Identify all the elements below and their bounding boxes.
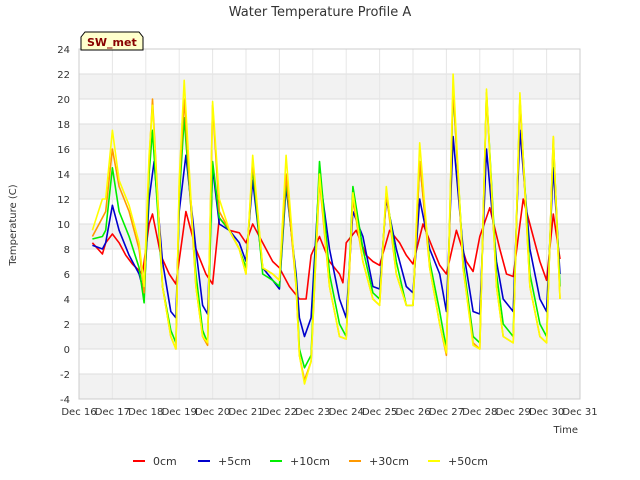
y-tick-label: 12 [57,195,70,206]
x-tick-label: Dec 30 [529,407,564,418]
station-annotation: SW_met [80,31,144,51]
legend-item: +30cm [349,455,409,468]
legend-item: +50cm [428,455,488,468]
x-tick-label: Dec 17 [95,407,130,418]
x-tick-label: Dec 26 [395,407,430,418]
y-tick-label: 14 [57,170,70,181]
y-tick-label: 10 [57,220,70,231]
plot-area [78,48,581,400]
background-band [79,324,580,349]
x-tick-label: Dec 16 [61,407,96,418]
y-tick-label: 20 [57,95,70,106]
chart-title: Water Temperature Profile A [229,5,412,20]
background-band [79,174,580,199]
y-tick-label: 24 [57,45,70,56]
series-line-5cm [92,129,561,338]
station-annotation-box [80,31,144,51]
x-tick-label: Dec 25 [362,407,397,418]
y-tick-label: 0 [64,345,70,356]
x-tick-label: Dec 27 [429,407,464,418]
background-band [79,74,580,99]
series-lines [91,73,561,385]
legend: 0cm +5cm +10cm +30cm +50cm [133,455,488,468]
y-tick-label: 2 [64,320,70,331]
legend-label: 0cm [153,455,177,468]
legend-label: +50cm [448,455,488,468]
y-axis-label: Temperature (C) [8,184,19,266]
x-tick-label: Dec 20 [195,407,230,418]
x-tick-label: Dec 19 [162,407,197,418]
background-band [79,124,580,149]
y-tick-label: 4 [64,295,70,306]
legend-item: +10cm [270,455,330,468]
y-tick-label: 6 [64,270,70,281]
legend-label: +10cm [290,455,330,468]
series-line-50cm [91,73,561,385]
x-axis-label: Time [553,425,578,436]
station-annotation-label: SW_met [87,36,137,49]
plot-background-bands [79,74,580,399]
grid-lines [78,48,581,400]
legend-item: +5cm [198,455,251,468]
x-tick-label: Dec 21 [228,407,263,418]
y-tick-label: 22 [57,70,70,81]
x-tick-label: Dec 28 [462,407,497,418]
x-tick-label: Dec 29 [496,407,531,418]
y-tick-label: 16 [57,145,70,156]
x-tick-label: Dec 23 [295,407,330,418]
legend-label: +5cm [218,455,251,468]
y-tick-label: 18 [57,120,70,131]
y-tick-label: 8 [64,245,70,256]
x-tick-label: Dec 18 [128,407,163,418]
background-band [79,374,580,399]
x-tick-label: Dec 31 [562,407,597,418]
x-tick-label: Dec 22 [262,407,297,418]
x-tick-label: Dec 24 [329,407,364,418]
legend-label: +30cm [369,455,409,468]
legend-item: 0cm [133,455,177,468]
y-tick-label: -2 [60,370,70,381]
y-tick-label: -4 [60,395,70,406]
